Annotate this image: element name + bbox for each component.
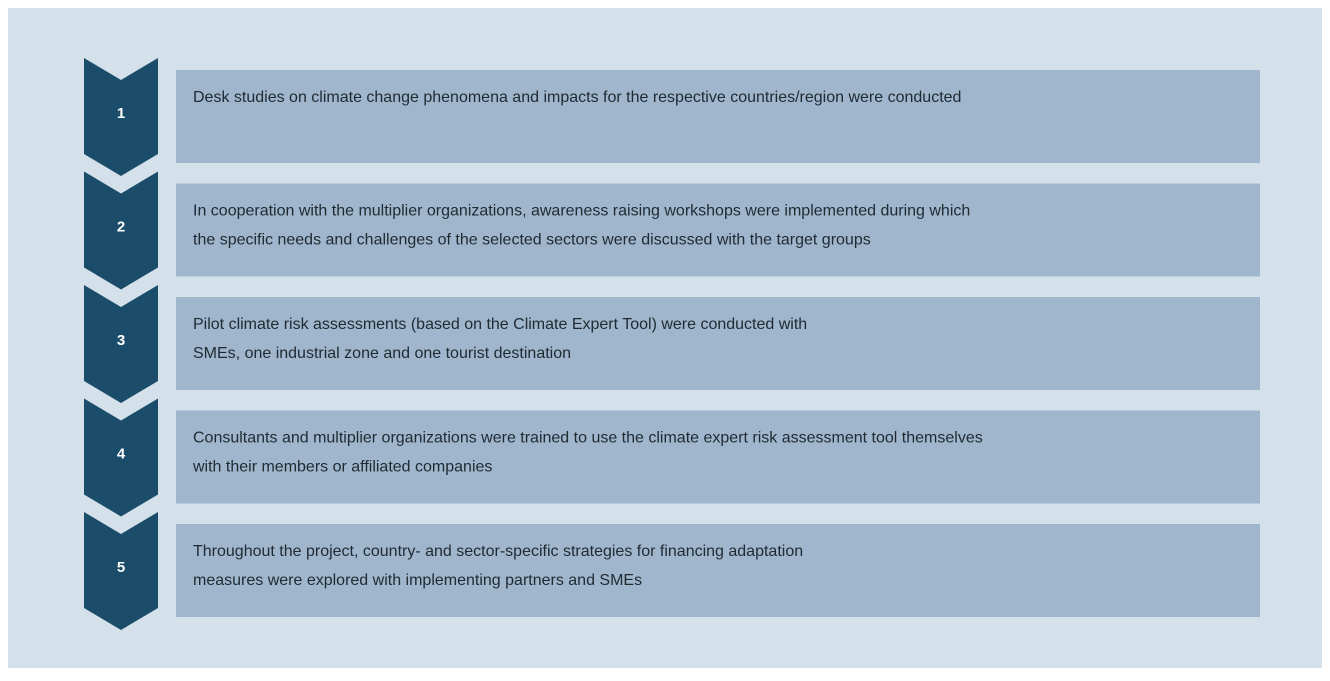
step-chevron bbox=[84, 58, 158, 176]
step-text: Pilot climate risk assessments (based on… bbox=[193, 316, 807, 333]
step-text: Desk studies on climate change phenomena… bbox=[193, 89, 961, 106]
step-box bbox=[176, 297, 1260, 390]
step-number: 3 bbox=[117, 332, 125, 349]
step-text: with their members or affiliated compani… bbox=[192, 459, 492, 476]
step-box bbox=[176, 524, 1260, 617]
step-text: Consultants and multiplier organizations… bbox=[193, 430, 983, 447]
step-text: SMEs, one industrial zone and one touris… bbox=[193, 345, 571, 362]
step-chevron bbox=[84, 285, 158, 403]
step-chevron bbox=[84, 512, 158, 630]
step-number: 4 bbox=[117, 445, 126, 462]
step-chevron bbox=[84, 398, 158, 517]
step-number: 1 bbox=[117, 105, 125, 122]
step-text: measures were explored with implementing… bbox=[193, 572, 642, 589]
step-text: Throughout the project, country- and sec… bbox=[193, 543, 803, 560]
step-chevron bbox=[84, 171, 158, 290]
step-text: In cooperation with the multiplier organ… bbox=[193, 203, 970, 220]
step-box bbox=[176, 70, 1260, 163]
step-number: 5 bbox=[117, 559, 125, 576]
step-box bbox=[176, 410, 1260, 504]
step-number: 2 bbox=[117, 218, 125, 235]
step-box bbox=[176, 183, 1260, 277]
step-text: the specific needs and challenges of the… bbox=[193, 232, 871, 249]
